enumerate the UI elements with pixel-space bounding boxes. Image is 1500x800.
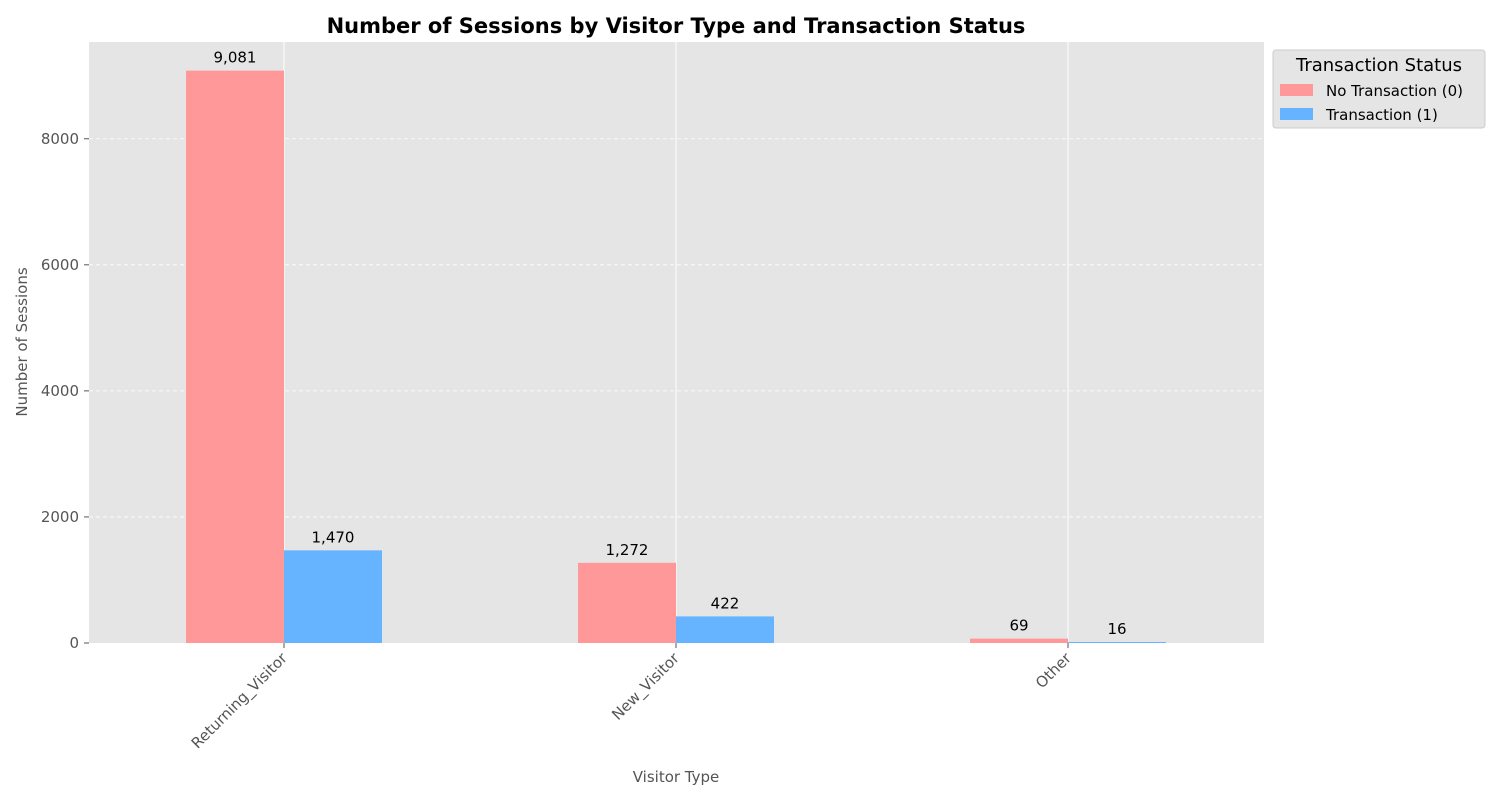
legend-swatch-transaction <box>1280 108 1313 120</box>
bar-transaction <box>284 550 382 643</box>
x-ticks: Returning_Visitor New_Visitor Other <box>188 643 1075 753</box>
bar-value-label: 69 <box>1009 617 1028 635</box>
x-tick-label: New_Visitor <box>608 649 684 725</box>
bar-no-transaction <box>186 70 284 644</box>
legend: Transaction Status No Transaction (0) Tr… <box>1272 49 1486 129</box>
x-axis-label: Visitor Type <box>633 768 720 786</box>
legend-label-no-transaction: No Transaction (0) <box>1326 82 1463 100</box>
bar-labels: 9,081 1,272 69 1,470 422 16 <box>214 49 1127 638</box>
bar-no-transaction <box>578 562 676 643</box>
x-tick-label: Returning_Visitor <box>188 649 292 753</box>
bar-value-label: 16 <box>1107 620 1126 638</box>
legend-swatch-no-transaction <box>1280 84 1313 96</box>
bar-transaction <box>676 616 774 643</box>
y-axis-label: Number of Sessions <box>13 267 31 416</box>
y-tick-label: 0 <box>69 634 79 652</box>
y-ticks: 0 2000 4000 6000 8000 <box>41 130 89 652</box>
y-tick-label: 8000 <box>41 130 79 148</box>
bar-value-label: 1,272 <box>606 541 649 559</box>
bar-value-label: 1,470 <box>312 528 355 546</box>
bar-value-label: 422 <box>711 594 740 612</box>
bars <box>186 70 1166 644</box>
y-tick-label: 2000 <box>41 508 79 526</box>
y-tick-label: 4000 <box>41 382 79 400</box>
bar-value-label: 9,081 <box>214 49 257 67</box>
chart-title: Number of Sessions by Visitor Type and T… <box>327 14 1026 38</box>
y-tick-label: 6000 <box>41 256 79 274</box>
bar-no-transaction <box>970 638 1068 643</box>
bar-transaction <box>1068 641 1166 643</box>
x-tick-label: Other <box>1032 649 1075 692</box>
legend-box <box>1272 49 1486 129</box>
legend-label-transaction: Transaction (1) <box>1325 106 1438 124</box>
legend-title: Transaction Status <box>1295 55 1462 76</box>
